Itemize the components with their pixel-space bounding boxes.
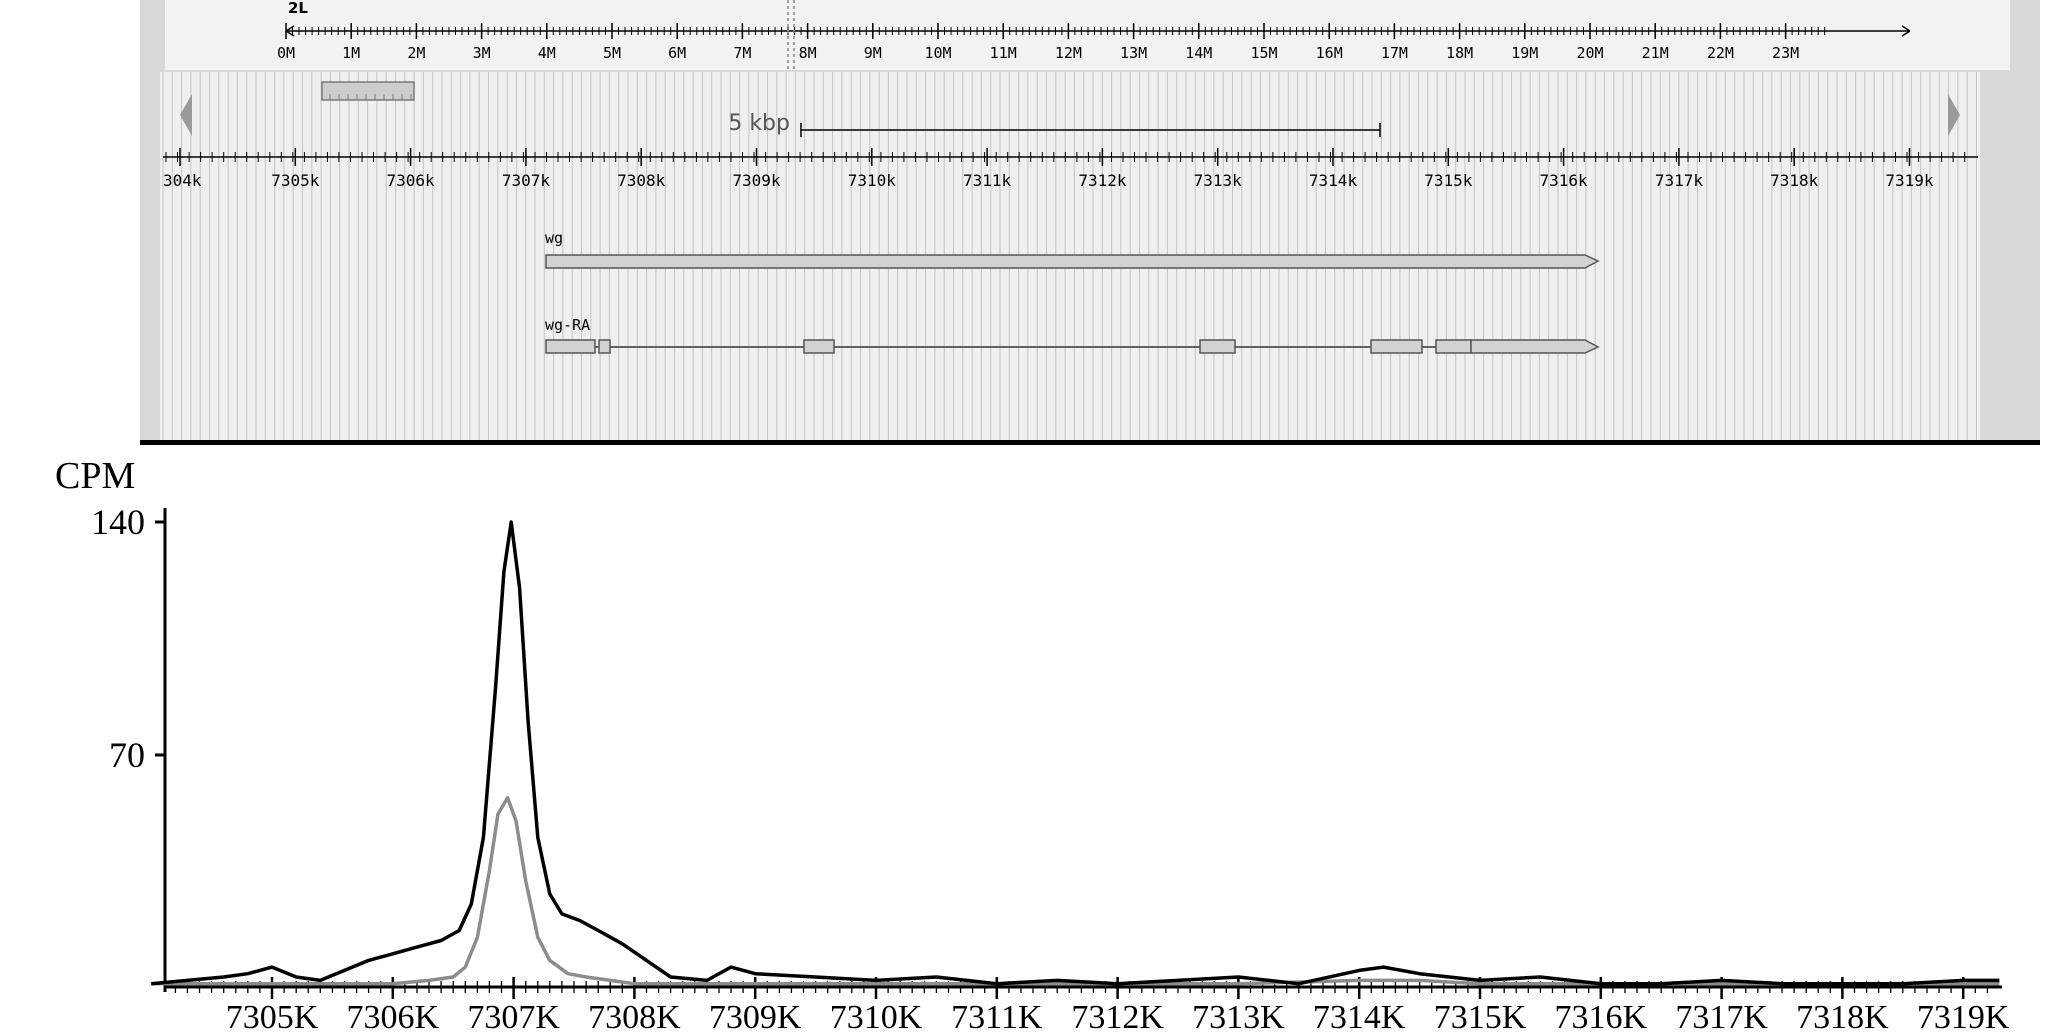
detail-tick-label: 7318k bbox=[1770, 171, 1819, 190]
overview-tick-label: 10M bbox=[924, 44, 951, 62]
series-lines bbox=[151, 520, 2000, 986]
x-tick-label: 7318K bbox=[1796, 999, 1889, 1033]
gene-track[interactable]: wg bbox=[545, 229, 1600, 269]
x-tick-label: 7310K bbox=[830, 999, 923, 1033]
detail-tick-label: 7319k bbox=[1885, 171, 1934, 190]
transcript-label: wg-RA bbox=[545, 316, 590, 334]
exon-1[interactable] bbox=[545, 339, 596, 354]
zoom-region-box[interactable] bbox=[321, 81, 415, 101]
series-line-light bbox=[151, 795, 2000, 986]
detail-tick-label: 7306k bbox=[387, 171, 436, 190]
detail-tick-label: 7311k bbox=[963, 171, 1012, 190]
exon-6[interactable] bbox=[1435, 339, 1472, 354]
detail-tick-label: 7307k bbox=[502, 171, 551, 190]
overview-tick-label: 2M bbox=[407, 44, 425, 62]
x-tick-labels: 7305K 7306K 7307K 7308K 7309K 7310K 7311K 7312K… bbox=[226, 999, 2010, 1033]
overview-tick-label: 21M bbox=[1642, 44, 1669, 62]
exon-3[interactable] bbox=[803, 339, 835, 354]
exon-2[interactable] bbox=[598, 339, 611, 354]
detail-tick-label: 7315k bbox=[1424, 171, 1473, 190]
overview-tick-label: 6M bbox=[668, 44, 686, 62]
overview-tick-label: 4M bbox=[538, 44, 556, 62]
detail-tick-label: 7305k bbox=[271, 171, 320, 190]
y-tick-label-70: 70 bbox=[109, 735, 145, 775]
scroll-right-icon[interactable] bbox=[1948, 94, 1960, 136]
overview-tick-label: 3M bbox=[473, 44, 491, 62]
x-tick-label: 7317K bbox=[1675, 999, 1768, 1033]
overview-tick-label: 16M bbox=[1316, 44, 1343, 62]
gene-label: wg bbox=[545, 229, 563, 247]
overview-major-ticks: 0M 1M 2M 3M 4M 5M 6M 7M 8M 9M 10M 11M 12M 13M 14M 15M 16… bbox=[277, 23, 1799, 62]
x-tick-label: 7316K bbox=[1555, 999, 1648, 1033]
x-tick-label: 7312K bbox=[1071, 999, 1164, 1033]
overview-tick-label: 19M bbox=[1511, 44, 1538, 62]
overview-tick-label: 1M bbox=[342, 44, 360, 62]
detail-minor-ticks bbox=[165, 152, 1966, 162]
x-tick-label: 7314K bbox=[1313, 999, 1406, 1033]
exon-5[interactable] bbox=[1370, 339, 1423, 354]
x-tick-label: 7309K bbox=[709, 999, 802, 1033]
overview-tick-label: 22M bbox=[1707, 44, 1734, 62]
y-axis-title: CPM bbox=[55, 455, 135, 497]
overview-tick-label: 5M bbox=[603, 44, 621, 62]
detail-tick-label: 7316k bbox=[1540, 171, 1589, 190]
overview-tick-label: 8M bbox=[799, 44, 817, 62]
overview-tick-label: 11M bbox=[990, 44, 1017, 62]
detail-major-ticks: 304k 7305k 7306k 7307k 7308k 7309k 7310k 7311k 7… bbox=[163, 148, 1934, 190]
detail-tick-label: 304k bbox=[163, 171, 202, 190]
x-tick-label: 7313K bbox=[1192, 999, 1285, 1033]
overview-left-arrow bbox=[285, 25, 295, 37]
overview-tick-label: 15M bbox=[1250, 44, 1277, 62]
overview-ruler: 2L 0M 1M 2M 3M 4M 5M 6M 7M 8M 9M 10M 11M 12M 13M 14M 15… bbox=[277, 0, 1911, 70]
detail-tick-label: 7308k bbox=[617, 171, 666, 190]
x-tick-label: 7306K bbox=[347, 999, 440, 1033]
chromosome-label: 2L bbox=[288, 0, 308, 17]
x-tick-label: 7315K bbox=[1434, 999, 1527, 1033]
overview-tick-label: 20M bbox=[1576, 44, 1603, 62]
x-tick-label: 7311K bbox=[951, 999, 1043, 1033]
overview-tick-label: 7M bbox=[733, 44, 751, 62]
detail-tick-label: 7317k bbox=[1655, 171, 1704, 190]
scale-bar: 5 kbp bbox=[728, 111, 1381, 137]
genome-browser-panel: 2L 0M 1M 2M 3M 4M 5M 6M 7M 8M 9M 10M 11M 12M 13M 14M 15… bbox=[140, 0, 2040, 445]
exon-7-last[interactable] bbox=[1470, 339, 1600, 354]
y-tick-label-140: 140 bbox=[91, 502, 145, 542]
overview-right-arrow bbox=[1901, 25, 1911, 37]
overview-tick-label: 12M bbox=[1055, 44, 1082, 62]
overview-tick-label: 23M bbox=[1772, 44, 1799, 62]
x-tick-label: 7307K bbox=[467, 999, 560, 1033]
gene-feature-bar[interactable] bbox=[545, 254, 1600, 269]
detail-tick-label: 7313k bbox=[1194, 171, 1243, 190]
detail-tick-label: 7312k bbox=[1078, 171, 1127, 190]
panel-separator bbox=[140, 440, 2040, 445]
overview-tick-label: 0M bbox=[277, 44, 295, 62]
scale-bar-label: 5 kbp bbox=[728, 111, 790, 136]
scroll-left-icon[interactable] bbox=[180, 94, 192, 136]
detail-ruler: 304k 7305k 7306k 7307k 7308k 7309k 7310k 7311k 7… bbox=[163, 148, 1978, 190]
detail-tick-label: 7309k bbox=[732, 171, 781, 190]
coverage-chart: CPM 140 70 7305K 7306K 7307K 7308K 7309K 7310… bbox=[55, 455, 2010, 1033]
overview-tick-label: 18M bbox=[1446, 44, 1473, 62]
overview-tick-label: 14M bbox=[1185, 44, 1212, 62]
series-line-dark bbox=[151, 520, 2000, 986]
transcript-track[interactable]: wg-RA bbox=[545, 316, 1600, 354]
detail-tick-label: 7310k bbox=[848, 171, 897, 190]
overview-tick-label: 13M bbox=[1120, 44, 1147, 62]
x-tick-label: 7305K bbox=[226, 999, 319, 1033]
overview-tick-label: 17M bbox=[1381, 44, 1408, 62]
overview-tick-label: 9M bbox=[864, 44, 882, 62]
x-tick-label: 7308K bbox=[588, 999, 681, 1033]
x-tick-label: 7319K bbox=[1917, 999, 2010, 1033]
detail-tick-label: 7314k bbox=[1309, 171, 1358, 190]
exon-4[interactable] bbox=[1199, 339, 1236, 354]
